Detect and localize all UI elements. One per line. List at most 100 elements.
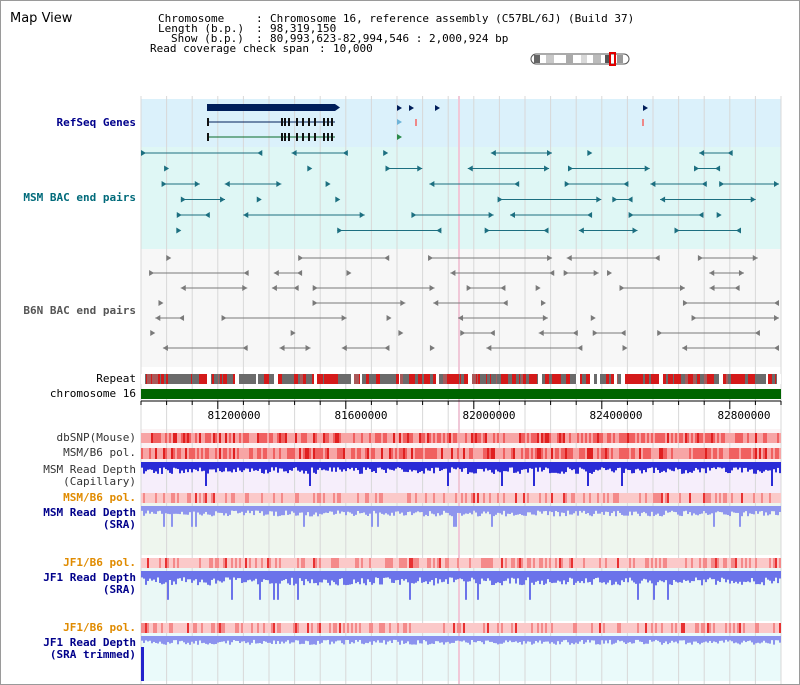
jf1-depth-trimmed[interactable] bbox=[141, 636, 781, 645]
dbsnp-track-cell bbox=[215, 433, 217, 443]
jf1-depth-sra-bar bbox=[243, 571, 245, 583]
msm-b6-pol-track-2-cell bbox=[461, 493, 463, 503]
msm-b6-pol-label-2[interactable]: MSM/B6 pol. bbox=[63, 491, 136, 504]
repeat-block bbox=[433, 374, 436, 384]
repeat-block bbox=[203, 374, 206, 384]
msm-b6-pol-track-cell bbox=[761, 448, 763, 459]
jf1-depth-sra-bar bbox=[301, 571, 303, 581]
msm-depth-capillary[interactable] bbox=[141, 462, 781, 486]
jf1-b6-pol-track[interactable] bbox=[141, 558, 781, 568]
dbsnp-track-cell bbox=[269, 433, 271, 443]
dbsnp-track-cell bbox=[469, 433, 471, 443]
jf1-b6-pol-track-cell bbox=[243, 558, 245, 568]
refseq-label[interactable]: RefSeq Genes bbox=[56, 116, 136, 129]
jf1-b6-pol-track-2[interactable] bbox=[141, 623, 781, 633]
jf1-depth-sra-bar bbox=[503, 571, 505, 582]
jf1-b6-pol-track-cell bbox=[267, 558, 269, 568]
msm-depth-sra-bar bbox=[503, 506, 505, 511]
msm-depth-capillary-bar bbox=[389, 462, 391, 470]
msm-b6-pol-track-2[interactable] bbox=[141, 493, 781, 503]
msm-depth-capillary-bar bbox=[625, 462, 627, 469]
jf1-depth-trimmed-bar bbox=[227, 636, 229, 641]
jf1-b6-pol-track-cell bbox=[467, 558, 469, 568]
msm-b6-pol-track-2-cell bbox=[671, 493, 673, 503]
msm-depth-sra-bar bbox=[565, 506, 567, 517]
refseq-features[interactable] bbox=[207, 104, 648, 141]
msm-depth-capillary-label[interactable]: MSM Read Depth bbox=[43, 463, 136, 476]
msm-depth-capillary-bar bbox=[361, 462, 363, 474]
msm-b6-pol-track-2-cell bbox=[675, 493, 677, 503]
msm-bac-features[interactable] bbox=[141, 150, 779, 234]
msm-depth-sra-bar bbox=[481, 506, 483, 514]
jf1-b6-pol-label[interactable]: JF1/B6 pol. bbox=[63, 556, 136, 569]
jf1-b6-pol-track-2-cell bbox=[561, 623, 563, 633]
jf1-depth-sra-bar bbox=[551, 571, 553, 584]
jf1-depth-sra-bar bbox=[289, 571, 291, 585]
dbsnp-track-cell bbox=[335, 433, 337, 443]
exon bbox=[284, 118, 286, 126]
jf1-depth-trimmed-bar bbox=[351, 636, 353, 643]
dbsnp-track-cell bbox=[643, 433, 645, 443]
msm-b6-pol-label[interactable]: MSM/B6 pol. bbox=[63, 446, 136, 459]
msm-b6-pol-track-cell bbox=[419, 448, 421, 459]
jf1-depth-sra-bar bbox=[507, 571, 509, 579]
dbsnp-track-cell bbox=[527, 433, 529, 443]
msm-depth-sra-bar bbox=[279, 506, 281, 516]
jf1-b6-pol-track-2-cell bbox=[657, 623, 659, 633]
jf1-b6-pol-track-cell bbox=[435, 558, 437, 568]
b6n-bac-label[interactable]: B6N BAC end pairs bbox=[23, 304, 136, 317]
jf1-depth-trimmed-bar bbox=[699, 636, 701, 645]
msm-b6-pol-track-2-cell bbox=[249, 493, 251, 503]
jf1-depth-label[interactable]: JF1 Read Depth bbox=[43, 571, 136, 584]
msm-b6-pol-track-2-cell bbox=[337, 493, 339, 503]
b6n-bac-end bbox=[691, 315, 697, 321]
jf1-trimmed-label[interactable]: JF1 Read Depth bbox=[43, 636, 136, 649]
msm-b6-pol-track-cell bbox=[531, 448, 533, 459]
jf1-depth-sra-bar bbox=[589, 571, 591, 582]
msm-depth-capillary-bar bbox=[483, 462, 485, 472]
msm-b6-pol-track-cell bbox=[643, 448, 645, 459]
dbsnp-track-cell bbox=[661, 433, 663, 443]
repeat-block bbox=[287, 374, 291, 384]
dbsnp-label[interactable]: dbSNP(Mouse) bbox=[56, 431, 136, 444]
repeat-block bbox=[504, 374, 508, 384]
msm-depth-sra-label[interactable]: MSM Read Depth bbox=[43, 506, 136, 519]
msm-depth-capillary-bar bbox=[777, 462, 779, 468]
msm-b6-pol-track-2-cell bbox=[183, 493, 185, 503]
msm-b6-pol-track-2-cell bbox=[699, 493, 701, 503]
jf1-b6-pol-track-cell bbox=[629, 558, 631, 568]
msm-depth-sra-bar bbox=[645, 506, 647, 514]
jf1-depth-sra-bar bbox=[313, 571, 315, 584]
msm-depth-sra[interactable] bbox=[141, 506, 781, 527]
jf1-depth-sra-bar bbox=[203, 571, 205, 583]
msm-b6-pol-track-2-cell bbox=[561, 493, 563, 503]
msm-depth-sra-bar bbox=[345, 506, 347, 516]
chromosome-ideogram[interactable] bbox=[530, 52, 630, 66]
jf1-depth-sra[interactable] bbox=[141, 571, 781, 600]
msm-b6-pol-track-cell bbox=[525, 448, 527, 459]
msm-b6-pol-track-2-cell bbox=[627, 493, 629, 503]
b6n-bac-features[interactable] bbox=[149, 255, 779, 351]
b6n-bac-end bbox=[682, 300, 688, 306]
jf1-b6-pol-label-2[interactable]: JF1/B6 pol. bbox=[63, 621, 136, 634]
msm-depth-capillary-bar bbox=[459, 462, 461, 470]
msm-depth-sra-bar bbox=[553, 506, 555, 517]
msm-b6-pol-track-cell bbox=[769, 448, 771, 459]
dbsnp-track[interactable] bbox=[141, 433, 781, 443]
msm-bac-label[interactable]: MSM BAC end pairs bbox=[23, 191, 136, 204]
jf1-b6-pol-track-2-cell bbox=[407, 623, 409, 633]
repeat-block bbox=[572, 374, 574, 384]
msm-b6-pol-track[interactable] bbox=[141, 448, 781, 459]
msm-b6-pol-track-2-cell bbox=[447, 493, 449, 503]
msm-depth-capillary-bar bbox=[479, 462, 481, 469]
msm-depth-capillary-bar bbox=[731, 462, 733, 471]
msm-depth-capillary-bar bbox=[481, 462, 483, 470]
jf1-b6-pol-track-cell bbox=[641, 558, 643, 568]
msm-depth-sra-bar bbox=[327, 506, 329, 513]
msm-depth-capillary-bar bbox=[585, 462, 587, 472]
msm-b6-pol-track-2-cell bbox=[647, 493, 649, 503]
msm-depth-sra-bar bbox=[761, 506, 763, 511]
msm-bac-end bbox=[698, 212, 704, 218]
msm-b6-pol-track-2-cell bbox=[253, 493, 255, 503]
